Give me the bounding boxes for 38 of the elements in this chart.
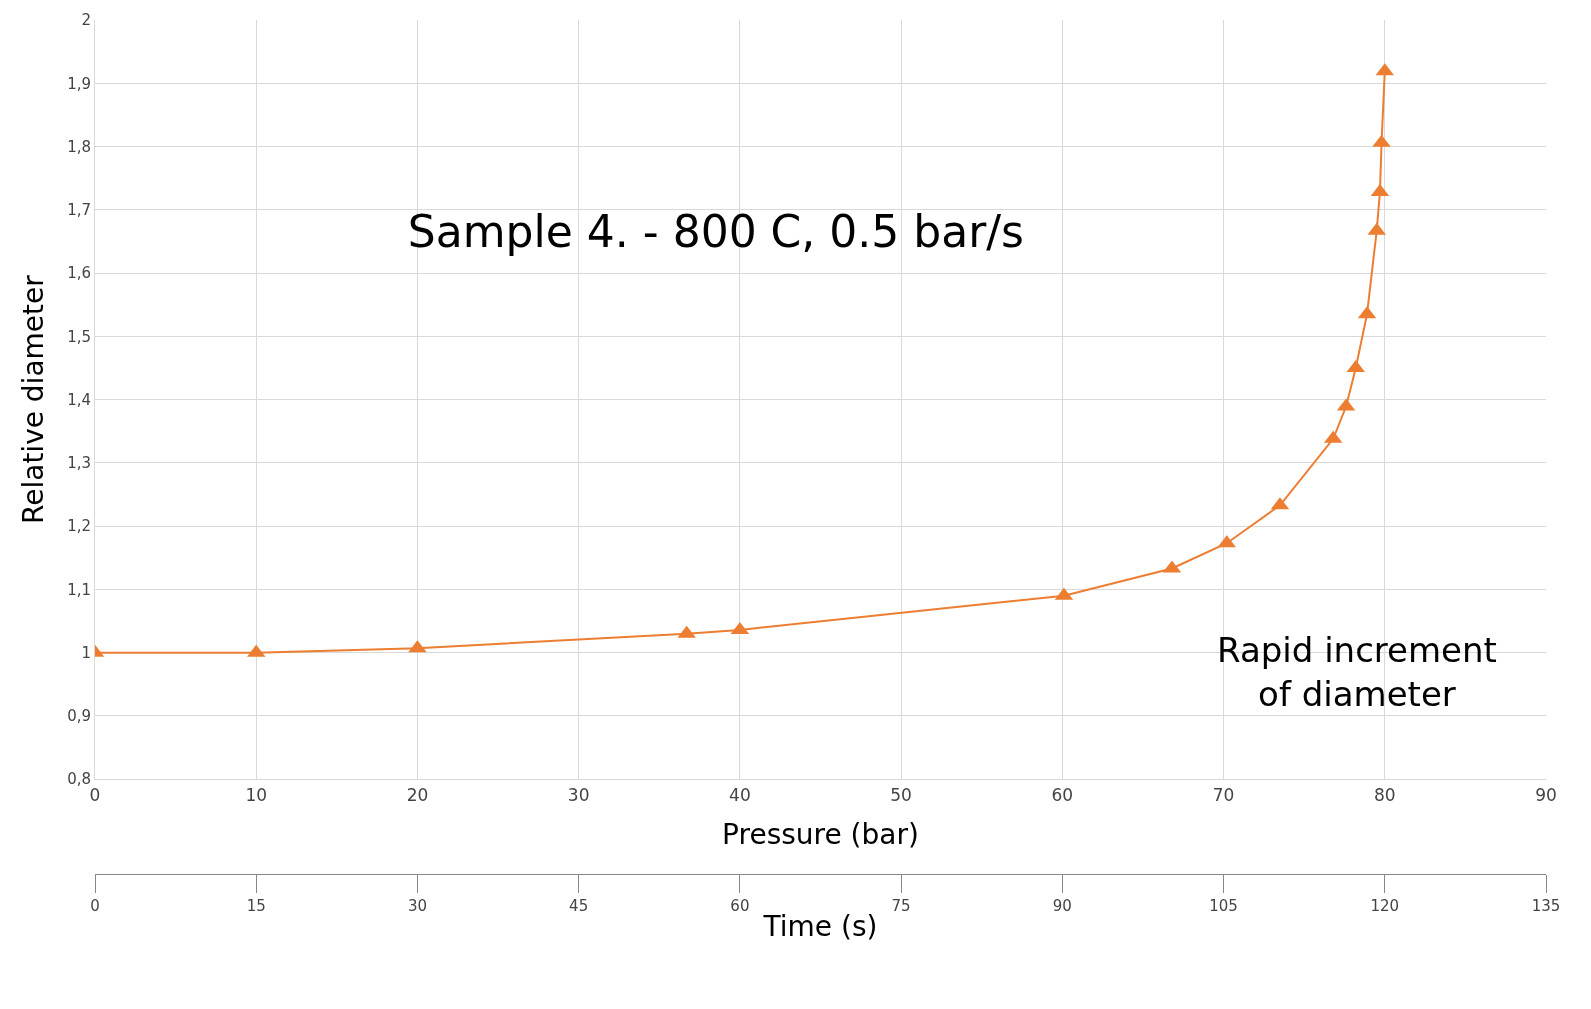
y-tick-label: 1,8 [67,137,91,156]
x-tick-label: 10 [245,784,268,805]
x-tick-label: 0 [89,784,101,805]
y-tick-label: 1,7 [67,201,91,220]
x2-tick-label: 60 [730,897,750,916]
x2-tick-label: 15 [246,897,266,916]
x2-tick-label: 105 [1209,897,1238,916]
y-axis-title: Relative diameter [16,274,50,524]
x2-tick-label: 75 [891,897,911,916]
y-tick-label: 1,2 [67,517,91,536]
x2-tick-label: 90 [1052,897,1072,916]
x-tick-label: 60 [1051,784,1074,805]
y-tick-label: 1,3 [67,454,91,473]
y-tick-label: 1,9 [67,74,91,93]
y-tick-label: 1,6 [67,264,91,283]
x-tick-label: 80 [1373,784,1396,805]
x2-tick-label: 135 [1531,897,1561,916]
y-tick-label: 1,5 [67,327,91,346]
x2-axis-title: Time (s) [762,910,878,944]
y-tick-label: 1 [81,643,91,662]
text: Sample 4. - 800 C, 0.5 bar/s [407,206,1025,258]
x-tick-label: 50 [890,784,912,805]
x-tick-label: 40 [729,784,751,805]
x2-tick-label: 45 [569,897,589,916]
y-tick-label: 1,1 [67,580,91,599]
x2-tick-label: 0 [90,897,100,916]
x-axis-title: Pressure (bar) [722,817,919,851]
y-tick-label: 1,4 [67,390,91,409]
x-tick-label: 90 [1535,784,1557,805]
x2-tick-label: 120 [1370,897,1400,916]
y-tick-label: 0,8 [67,770,91,789]
x2-tick-label: 30 [407,897,427,916]
y-tick-label: 0,9 [67,707,91,726]
y-tick-label: 2 [81,11,91,30]
x-tick-label: 30 [567,784,590,805]
x-tick-label: 70 [1212,784,1235,805]
x-tick-label: 20 [406,784,429,805]
annotation: Rapid increment of diameter [1217,630,1497,715]
